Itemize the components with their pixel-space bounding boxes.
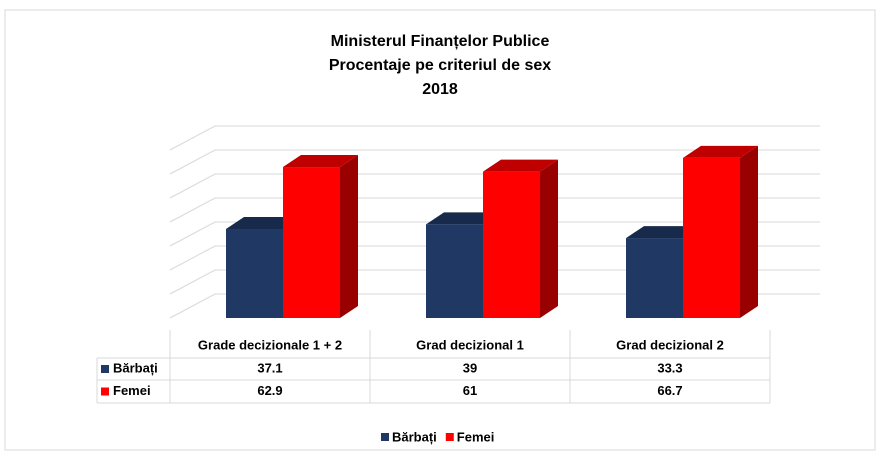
bar [626,238,683,318]
grid-line [169,173,820,199]
grid-line [169,221,820,247]
legend-key [101,365,109,373]
bar-side [340,155,358,318]
bar-top [483,159,558,172]
x-tick-label: Grade decizionale 1 + 2 [198,337,342,352]
bar-top [226,216,301,229]
chart-title: Procentaje pe criteriul de sex [329,57,551,74]
table-value: 39 [463,360,477,375]
bar [283,167,340,318]
bar-side [540,159,558,318]
grid-line [169,125,820,151]
bar-top [683,145,758,158]
table-value: 66.7 [657,383,682,398]
bar [226,228,283,318]
chart-title: Ministerul Finanțelor Publice [331,33,550,50]
x-tick-label: Grad decizional 1 [416,337,524,352]
legend-key [101,387,109,396]
table-value: 37.1 [257,360,282,375]
table-value: 33.3 [657,360,682,375]
grid-line [169,197,820,223]
legend-label: Femei [457,429,495,444]
bar-top [283,155,358,168]
bar [426,224,483,318]
bar-side [740,145,758,318]
bar-top [626,226,701,239]
bar [483,171,540,318]
table-row-label: Femei [113,383,151,398]
x-tick-label: Grad decizional 2 [616,337,724,352]
chart-title: 2018 [422,81,458,98]
grid-line [169,269,820,295]
bar-top [426,212,501,225]
table-row-label: Bărbați [113,360,158,375]
legend-label: Bărbați [392,429,437,444]
table-value: 62.9 [257,383,282,398]
legend-key [445,433,454,441]
grid-line [169,149,820,175]
bar [683,157,740,318]
legend-key [381,433,389,441]
grid-line [169,245,820,271]
grid-line [169,293,820,319]
table-value: 61 [463,383,477,398]
